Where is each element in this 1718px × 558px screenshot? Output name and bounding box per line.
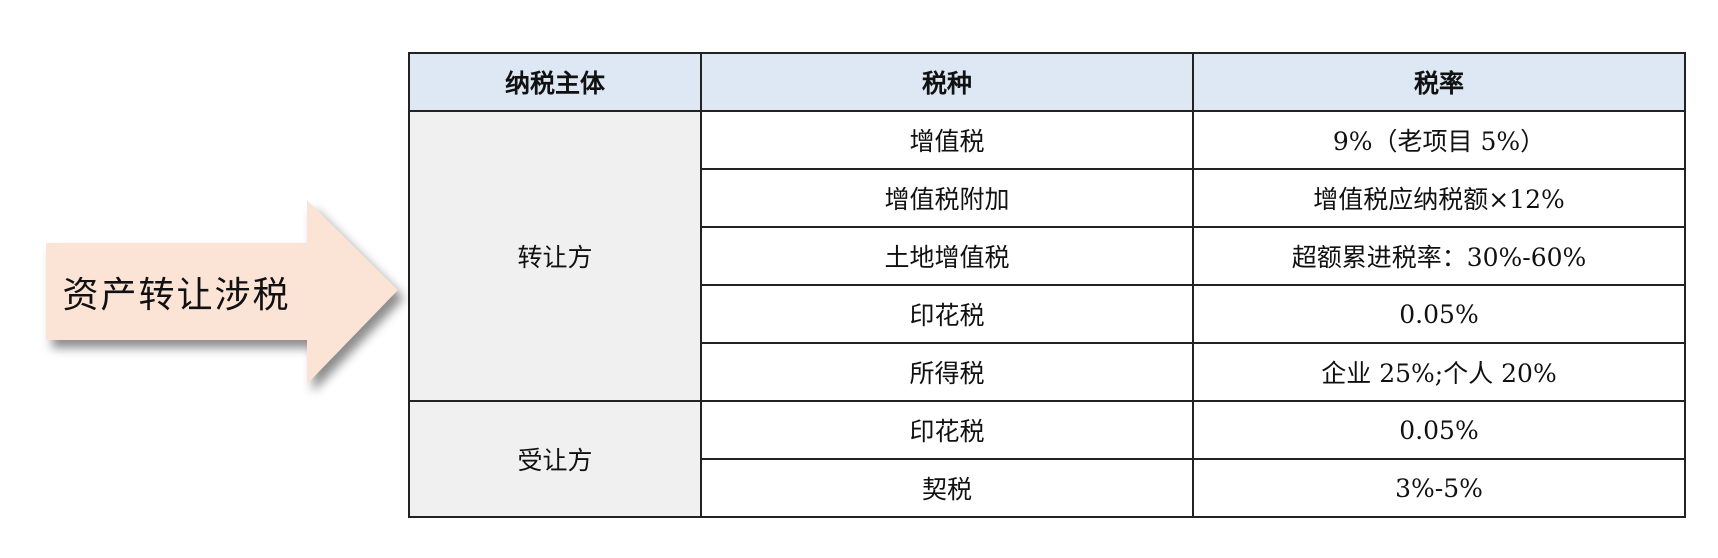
table-row: 所得税 企业 25%;个人 20% <box>409 342 1686 402</box>
tax-rate-cell: 9%（老项目 5%） <box>1192 110 1686 170</box>
tax-rate-cell: 超额累进税率：30%-60% <box>1192 226 1686 286</box>
tax-type-cell: 增值税附加 <box>700 168 1194 228</box>
tax-rate-cell: 3%-5% <box>1192 458 1686 518</box>
party-cell: 受让方 <box>408 400 702 518</box>
arrow-label: 资产转让涉税 <box>62 274 291 316</box>
tax-type-cell: 所得税 <box>700 342 1194 402</box>
tax-type-cell: 增值税 <box>700 110 1194 170</box>
header-taxpayer: 纳税主体 <box>408 52 702 112</box>
tax-rate-cell: 0.05% <box>1192 284 1686 344</box>
tax-type-cell: 契税 <box>700 458 1194 518</box>
tax-rate-cell: 企业 25%;个人 20% <box>1192 342 1686 402</box>
arrow-shape <box>46 200 398 384</box>
table-row: 印花税 0.05% <box>409 284 1686 344</box>
table-row: 受让方 印花税 0.05% <box>408 400 1686 518</box>
table-row: 契税 3%-5% <box>409 458 1686 518</box>
party-cell: 转让方 <box>408 110 702 402</box>
table-row: 增值税附加 增值税应纳税额×12% <box>409 168 1686 228</box>
tax-table: 纳税主体 税种 税率 转让方 增值税 9%（老项目 5%） 增值税附加 增值税应… <box>408 52 1686 518</box>
table-row: 土地增值税 超额累进税率：30%-60% <box>409 226 1686 286</box>
tax-rate-cell: 增值税应纳税额×12% <box>1192 168 1686 228</box>
header-tax-type: 税种 <box>700 52 1194 112</box>
table-row: 转让方 增值税 9%（老项目 5%） <box>408 110 1686 402</box>
tax-rate-cell: 0.05% <box>1192 400 1686 460</box>
header-tax-rate: 税率 <box>1192 52 1686 112</box>
tax-type-cell: 土地增值税 <box>700 226 1194 286</box>
tax-type-cell: 印花税 <box>700 284 1194 344</box>
tax-type-cell: 印花税 <box>700 400 1194 460</box>
table-header-row: 纳税主体 税种 税率 <box>408 52 1686 112</box>
